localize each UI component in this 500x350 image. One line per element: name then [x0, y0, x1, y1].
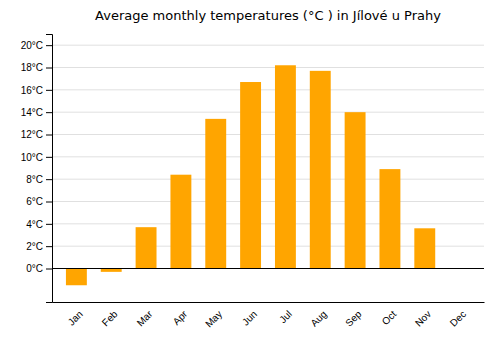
y-tick: 4°C [26, 219, 52, 230]
grid-line [52, 89, 484, 90]
y-tick-label: 10°C [21, 152, 43, 163]
grid-line [52, 112, 484, 113]
x-tick: Jul [277, 308, 294, 325]
y-tick: 16°C [21, 85, 52, 96]
x-tick-label: Jan [66, 308, 85, 327]
y-tick: 8°C [26, 174, 52, 185]
bar [170, 175, 191, 269]
y-tick-label: 20°C [21, 40, 43, 51]
bar [379, 169, 400, 268]
y-tick-label: 8°C [26, 174, 43, 185]
y-tick: 10°C [21, 152, 52, 163]
y-tick-label: 4°C [26, 219, 43, 230]
y-tick-label: 16°C [21, 85, 43, 96]
y-tick-mark [46, 157, 52, 158]
y-tick-mark [46, 269, 52, 270]
x-tick-label: Jul [277, 308, 294, 325]
x-tick: Jun [240, 308, 259, 327]
chart-container: 0°C 2°C 4°C 6°C 8°C 10°C 12°C 14°C 16°C 18°C 20°C J… [0, 0, 500, 350]
y-tick: 14°C [21, 107, 52, 118]
bar [310, 71, 331, 269]
bar [240, 82, 261, 268]
y-tick-label: 0°C [26, 263, 43, 274]
y-tick-mark [46, 135, 52, 136]
y-tick-mark [46, 68, 52, 69]
x-tick: Dec [448, 308, 468, 328]
grid-line [52, 67, 484, 68]
chart-svg: 0°C 2°C 4°C 6°C 8°C 10°C 12°C 14°C 16°C 18°C 20°C J… [0, 0, 500, 350]
x-axis: Jan Feb Mar Apr May Jun Jul Aug Sep Oct Nov Dec [53, 303, 485, 330]
y-tick: 6°C [26, 196, 52, 207]
y-tick-label: 2°C [26, 241, 43, 252]
x-tick: Sep [343, 308, 364, 329]
y-tick-mark [46, 45, 52, 46]
bars [52, 65, 484, 285]
x-tick-label: Nov [413, 308, 433, 328]
x-tick-label: Jun [240, 308, 259, 327]
y-tick-mark [46, 90, 52, 91]
x-tick: Aug [308, 308, 328, 328]
title: Average monthly temperatures (°C ) in Jí… [95, 8, 441, 23]
grid-line [52, 134, 484, 135]
x-tick: Nov [413, 308, 433, 328]
y-tick: 2°C [26, 241, 52, 252]
grid-line [52, 156, 484, 157]
grid-line [52, 268, 484, 269]
bar [345, 112, 366, 268]
x-tick-label: Apr [171, 308, 190, 327]
y-tick-label: 12°C [21, 129, 43, 140]
x-tick-label: May [203, 308, 224, 329]
x-tick-label: Dec [448, 308, 468, 328]
grid [52, 45, 484, 268]
y-tick-mark [46, 246, 52, 247]
grid-line [52, 45, 484, 46]
x-tick-label: Sep [343, 308, 364, 329]
y-axis: 0°C 2°C 4°C 6°C 8°C 10°C 12°C 14°C 16°C 18°C 20°C [21, 35, 53, 303]
bar [66, 269, 87, 286]
plot: 0°C 2°C 4°C 6°C 8°C 10°C 12°C 14°C 16°C 18°C 20°C J… [21, 35, 485, 330]
x-tick: Apr [171, 308, 190, 327]
y-tick: 12°C [21, 129, 52, 140]
y-tick-mark [46, 224, 52, 225]
x-tick-label: Oct [380, 308, 399, 327]
grid-line [52, 201, 484, 202]
x-tick: Mar [135, 308, 155, 328]
y-tick-mark [46, 112, 52, 113]
y-tick: 0°C [26, 263, 52, 274]
y-tick-mark [46, 202, 52, 203]
grid-line [52, 179, 484, 180]
bar [275, 65, 296, 268]
y-tick: 20°C [21, 40, 52, 51]
x-tick: Jan [66, 308, 85, 327]
y-axis-line [46, 35, 53, 303]
bar [414, 228, 435, 268]
y-tick-label: 14°C [21, 107, 43, 118]
x-tick-label: Mar [135, 308, 155, 328]
x-tick: May [203, 308, 224, 329]
bar [136, 227, 157, 268]
x-tick-label: Aug [308, 308, 328, 328]
x-tick: Feb [100, 308, 120, 328]
y-tick-mark [46, 179, 52, 180]
y-tick: 18°C [21, 62, 52, 73]
y-tick-label: 6°C [26, 196, 43, 207]
zero-line [52, 268, 484, 269]
grid-line [52, 223, 484, 224]
x-tick-label: Feb [100, 308, 120, 328]
x-tick: Oct [380, 308, 399, 327]
x-axis-line [53, 302, 485, 303]
bar [205, 119, 226, 269]
y-tick-label: 18°C [21, 62, 43, 73]
